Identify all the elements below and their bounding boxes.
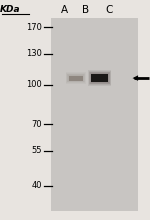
Text: KDa: KDa bbox=[0, 6, 21, 14]
Text: 40: 40 bbox=[32, 182, 42, 190]
Text: B: B bbox=[82, 5, 89, 15]
Bar bbox=[66, 72, 86, 84]
Bar bbox=[68, 75, 84, 81]
Bar bbox=[91, 73, 109, 83]
Bar bbox=[88, 70, 111, 86]
Bar bbox=[91, 74, 108, 82]
Text: C: C bbox=[106, 5, 113, 15]
Text: 130: 130 bbox=[26, 50, 42, 58]
Bar bbox=[69, 76, 83, 81]
Text: 170: 170 bbox=[26, 23, 42, 32]
Text: A: A bbox=[61, 5, 68, 15]
Bar bbox=[89, 72, 110, 84]
Bar bbox=[51, 18, 138, 211]
Bar bbox=[68, 74, 84, 82]
Bar bbox=[90, 72, 110, 84]
Text: 100: 100 bbox=[26, 80, 42, 89]
Bar bbox=[67, 74, 85, 82]
Bar bbox=[89, 71, 111, 85]
Bar bbox=[66, 73, 85, 83]
Text: 55: 55 bbox=[32, 146, 42, 155]
Text: 70: 70 bbox=[31, 120, 42, 129]
